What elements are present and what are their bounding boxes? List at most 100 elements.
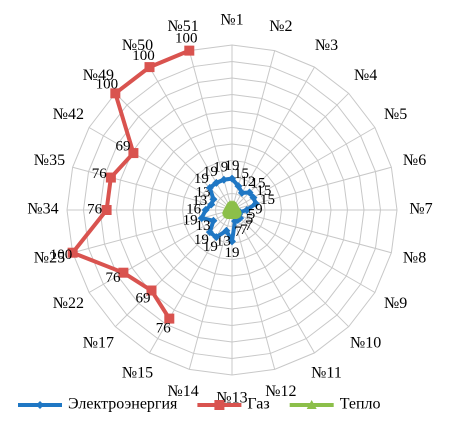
marker — [212, 233, 221, 242]
spoke — [149, 66, 233, 211]
category-label: №10 — [350, 334, 381, 351]
marker — [209, 216, 218, 225]
marker — [242, 206, 251, 214]
marker — [245, 188, 254, 197]
legend-label: Газ — [247, 396, 269, 413]
spoke — [88, 209, 233, 293]
spoke — [72, 166, 233, 211]
data-label: 16 — [186, 201, 202, 217]
marker — [205, 228, 214, 237]
spoke — [231, 209, 276, 370]
marker — [67, 247, 78, 258]
data-label: 7 — [240, 222, 248, 238]
marker — [209, 195, 218, 204]
data-label: 76 — [87, 201, 103, 217]
spoke — [231, 66, 315, 211]
data-label: 19 — [183, 213, 198, 229]
data-label: 76 — [92, 166, 108, 182]
data-label: 9 — [255, 201, 263, 217]
data-label: 19 — [213, 160, 228, 176]
legend-label: Электроэнергия — [68, 396, 178, 413]
marker — [36, 401, 44, 409]
legend-label: Тепло — [340, 396, 381, 413]
category-label: №49 — [83, 67, 114, 84]
marker — [234, 182, 243, 191]
category-label: №51 — [167, 18, 198, 35]
category-label: №4 — [354, 67, 377, 84]
marker — [118, 267, 129, 278]
category-label: №12 — [265, 383, 296, 400]
marker — [228, 174, 236, 183]
category-label: №34 — [27, 201, 58, 218]
data-label: 100 — [132, 48, 155, 64]
category-label: №42 — [53, 106, 84, 123]
spoke — [188, 209, 233, 370]
category-label: №17 — [83, 334, 114, 351]
category-label: №1 — [220, 12, 243, 29]
marker — [237, 188, 246, 197]
data-label: 76 — [156, 320, 172, 336]
category-label: №35 — [34, 152, 65, 169]
category-label: №14 — [167, 383, 198, 400]
data-label: 7 — [234, 224, 242, 240]
marker — [219, 175, 228, 184]
data-label: 19 — [194, 171, 209, 187]
category-label: №5 — [384, 106, 407, 123]
data-label: 100 — [50, 247, 73, 263]
marker — [230, 217, 239, 226]
marker — [184, 45, 195, 56]
data-label: 12 — [240, 174, 255, 190]
marker — [212, 178, 221, 187]
data-label: 19 — [194, 232, 209, 248]
marker — [197, 214, 206, 223]
spoke — [231, 209, 315, 354]
marker — [249, 193, 258, 202]
data-label: 69 — [116, 139, 131, 155]
spoke — [88, 127, 233, 211]
marker — [201, 206, 210, 214]
spoke — [188, 50, 233, 211]
marker — [105, 172, 116, 183]
marker — [205, 183, 214, 192]
spoke — [231, 209, 350, 328]
data-label: 15 — [250, 175, 265, 191]
data-label: 76 — [106, 270, 122, 286]
category-label: №6 — [403, 152, 426, 169]
data-label: 15 — [234, 166, 249, 182]
data-label: 13 — [192, 193, 207, 209]
data-label: 69 — [136, 290, 151, 306]
data-label: 7 — [245, 218, 253, 234]
spoke — [231, 209, 392, 254]
category-label: №7 — [409, 201, 432, 218]
category-label: №15 — [122, 364, 153, 381]
category-label: №50 — [122, 37, 153, 54]
marker — [110, 88, 121, 99]
marker — [101, 205, 112, 215]
data-label: 5 — [248, 207, 256, 223]
category-label: №3 — [315, 37, 338, 54]
marker — [225, 200, 236, 210]
category-label: №11 — [311, 364, 342, 381]
category-label: №8 — [403, 250, 426, 267]
spoke — [231, 209, 376, 293]
data-label: 15 — [256, 183, 271, 199]
data-label: 100 — [96, 76, 119, 92]
marker — [164, 313, 175, 324]
series-line — [70, 48, 191, 320]
marker — [214, 400, 225, 410]
category-label: №2 — [269, 18, 292, 35]
marker — [128, 148, 139, 159]
category-label: №22 — [53, 295, 84, 312]
data-label: 15 — [260, 192, 275, 208]
data-label: 19 — [203, 164, 218, 180]
marker — [144, 62, 155, 73]
data-label: 13 — [196, 218, 211, 234]
category-label: №9 — [384, 295, 407, 312]
data-label: 100 — [175, 30, 198, 46]
data-label: 19 — [225, 158, 240, 174]
marker — [146, 285, 157, 296]
category-label: №25 — [34, 250, 65, 267]
data-label: 19 — [225, 245, 240, 261]
data-label: 5 — [246, 212, 254, 228]
